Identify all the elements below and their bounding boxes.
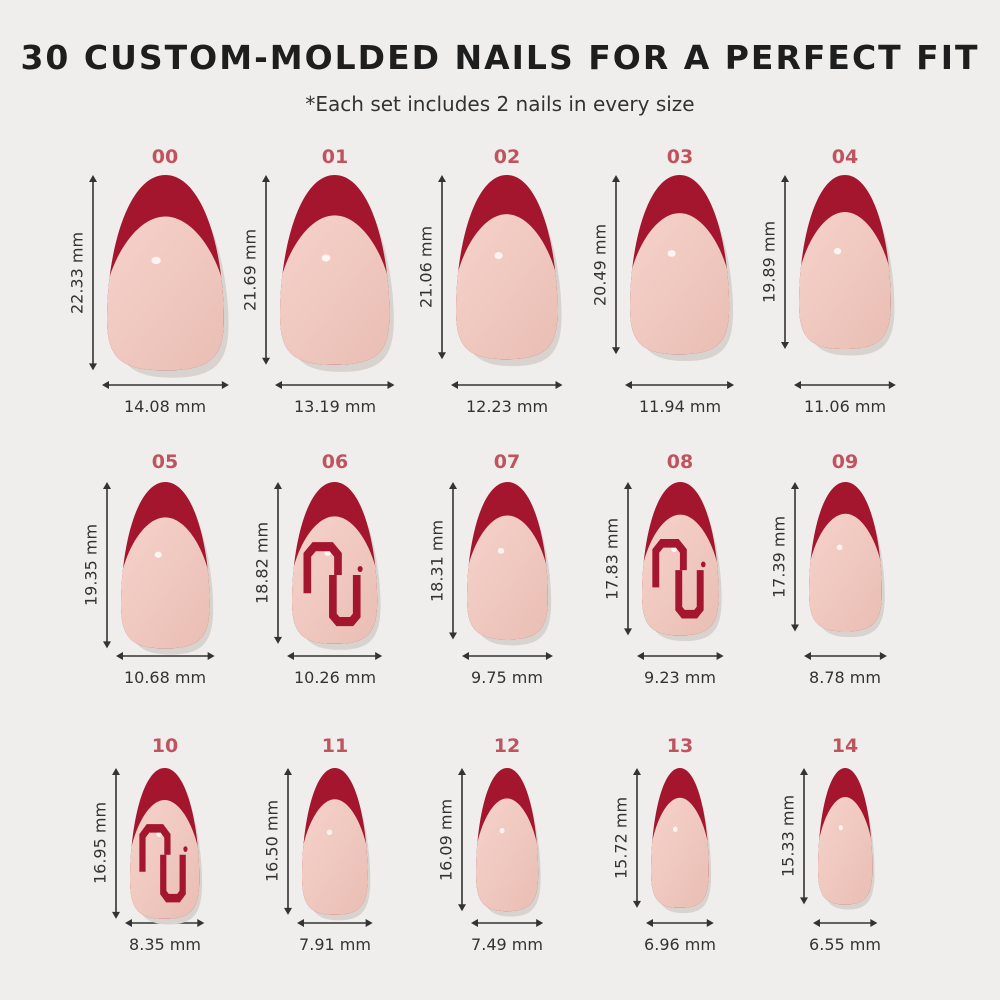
width-arrow [275, 381, 395, 389]
nail-02 [456, 175, 562, 367]
length-arrow [438, 175, 447, 360]
width-label: 8.78 mm [809, 668, 881, 687]
length-arrow [88, 175, 97, 371]
length-arrow [799, 768, 808, 905]
length-arrow [623, 482, 632, 636]
length-arrow [457, 768, 466, 912]
length-label: 15.33 mm [778, 795, 798, 878]
width-arrow [646, 919, 714, 927]
length-label: 19.35 mm [81, 524, 101, 607]
nail-05 [120, 482, 213, 655]
width-arrow [297, 919, 373, 927]
length-arrow [790, 482, 799, 632]
ou-logo-icon [652, 539, 704, 619]
length-label: 16.09 mm [436, 798, 456, 881]
nail-08 [641, 482, 722, 642]
width-label: 7.91 mm [299, 935, 371, 954]
size-label: 00 [151, 146, 179, 168]
length-arrow [262, 175, 271, 365]
width-label: 10.26 mm [293, 668, 377, 687]
length-arrow [284, 768, 293, 915]
length-label: 19.89 mm [759, 220, 779, 304]
width-label: 6.96 mm [644, 935, 716, 954]
nail-06 [292, 482, 381, 650]
length-arrow [633, 768, 642, 908]
width-label: 7.49 mm [471, 935, 543, 954]
width-arrow [115, 652, 215, 660]
size-label: 08 [666, 451, 694, 473]
width-arrow [470, 919, 544, 927]
width-arrow [803, 652, 887, 660]
nail-04 [799, 175, 895, 356]
length-arrow [781, 175, 790, 350]
nail-00 [106, 175, 229, 378]
nail-12 [475, 768, 541, 917]
length-label: 21.69 mm [240, 228, 260, 311]
nail-03 [630, 175, 734, 362]
nail-01 [280, 175, 395, 372]
length-label: 18.31 mm [427, 519, 447, 602]
length-arrow [112, 768, 121, 919]
size-label: 02 [493, 146, 521, 168]
width-arrow [461, 652, 553, 660]
length-label: 20.49 mm [590, 223, 610, 306]
width-label: 14.08 mm [123, 397, 207, 416]
width-arrow [101, 381, 229, 389]
nail-13 [651, 768, 712, 914]
nail-11 [302, 768, 371, 921]
width-arrow [794, 381, 896, 389]
size-label: 14 [831, 735, 859, 757]
width-arrow [287, 652, 383, 660]
size-label: 03 [666, 146, 694, 168]
length-arrow [102, 482, 111, 649]
ou-logo-icon [139, 824, 187, 903]
nail-09 [808, 482, 885, 638]
length-label: 16.95 mm [90, 802, 110, 885]
length-label: 21.06 mm [416, 226, 436, 309]
width-label: 11.94 mm [638, 397, 722, 416]
length-label: 17.39 mm [769, 515, 789, 598]
width-label: 12.23 mm [465, 397, 549, 416]
page-title: 30 CUSTOM-MOLDED NAILS FOR A PERFECT FIT [20, 38, 980, 77]
nail-10 [130, 768, 203, 925]
size-label: 01 [321, 146, 349, 168]
size-label: 05 [151, 451, 179, 473]
width-arrow [451, 381, 563, 389]
size-label: 06 [321, 451, 349, 473]
width-arrow [812, 919, 878, 927]
width-label: 9.75 mm [471, 668, 543, 687]
width-arrow [625, 381, 735, 389]
size-label: 07 [493, 451, 521, 473]
ou-logo-icon [303, 542, 361, 627]
width-label: 11.06 mm [803, 397, 887, 416]
length-arrow [612, 175, 621, 355]
size-label: 10 [151, 735, 179, 757]
size-label: 12 [493, 735, 521, 757]
width-label: 13.19 mm [293, 397, 377, 416]
length-arrow [274, 482, 283, 644]
length-label: 16.50 mm [262, 800, 282, 883]
width-label: 9.23 mm [644, 668, 716, 687]
width-label: 6.55 mm [809, 935, 881, 954]
size-label: 13 [666, 735, 694, 757]
width-arrow [636, 652, 724, 660]
size-label: 09 [831, 451, 859, 473]
length-label: 17.83 mm [602, 517, 622, 600]
width-label: 10.68 mm [123, 668, 207, 687]
nail-07 [466, 482, 551, 646]
length-label: 15.72 mm [611, 796, 631, 879]
width-label: 8.35 mm [129, 935, 201, 954]
size-label: 04 [831, 146, 859, 168]
length-label: 18.82 mm [252, 521, 272, 604]
length-arrow [448, 482, 457, 640]
size-label: 11 [321, 735, 349, 757]
subtitle: *Each set includes 2 nails in every size [305, 92, 695, 116]
nail-14 [817, 768, 875, 910]
length-label: 22.33 mm [67, 231, 87, 314]
